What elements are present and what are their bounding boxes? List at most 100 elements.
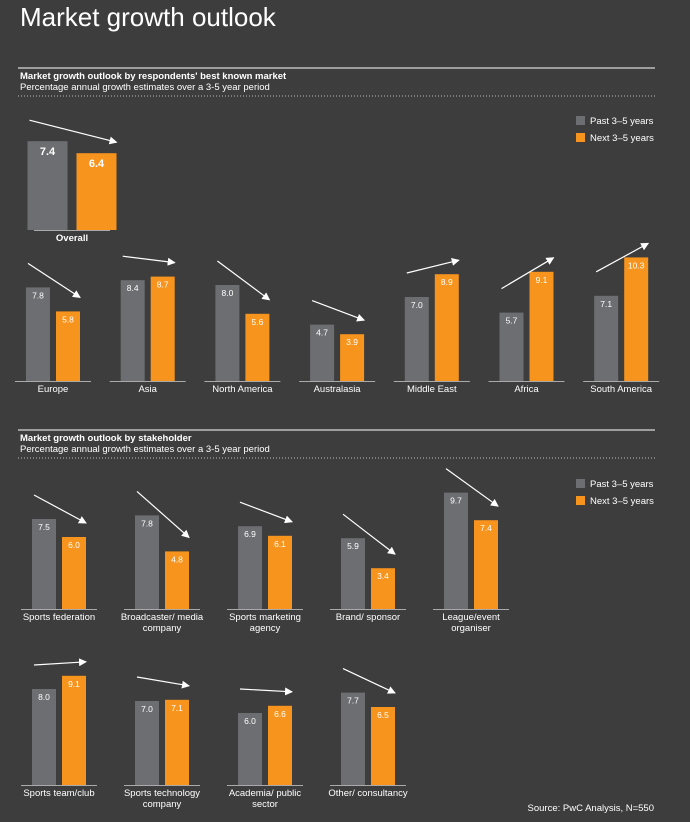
- value-label: 8.7: [157, 280, 169, 290]
- value-label: 9.1: [68, 679, 80, 689]
- category-label: Asia: [138, 384, 157, 395]
- section-title: Market growth outlook by respondents' be…: [20, 71, 287, 82]
- category-label: Academia/ public sector: [228, 788, 302, 810]
- trend-arrow: [27, 262, 81, 298]
- value-label: 6.4: [89, 158, 105, 170]
- trend-arrow: [501, 257, 555, 290]
- bar: [135, 701, 159, 785]
- value-label: 7.8: [141, 518, 153, 528]
- trend-arrow: [29, 119, 118, 145]
- legend-label: Next 3–5 years: [590, 496, 654, 507]
- bar: [238, 713, 262, 785]
- trend-arrow: [342, 513, 396, 555]
- value-label: 3.4: [377, 571, 389, 581]
- value-label: 6.9: [244, 529, 256, 539]
- value-label: 5.6: [251, 317, 263, 327]
- category-label: Australasia: [313, 384, 361, 395]
- bar: [310, 324, 335, 381]
- category-label: Europe: [37, 384, 69, 395]
- trend-arrow: [122, 255, 176, 266]
- value-label: 9.7: [450, 496, 462, 506]
- value-label: 7.0: [411, 300, 423, 310]
- legend-swatch: [576, 116, 585, 125]
- bar: [215, 285, 240, 381]
- section-subtitle: Percentage annual growth estimates over …: [20, 82, 270, 93]
- value-label: 6.6: [274, 709, 286, 719]
- bar: [27, 141, 68, 230]
- legend-swatch: [576, 479, 585, 488]
- value-label: 6.1: [274, 539, 286, 549]
- category-label: Sports marketing agency: [229, 612, 301, 634]
- bar: [444, 492, 468, 609]
- bar: [26, 287, 50, 381]
- bar: [474, 520, 498, 609]
- category-label: Sports team/club: [23, 788, 95, 799]
- bar: [499, 312, 524, 381]
- bar: [165, 551, 189, 609]
- trend-arrow: [239, 501, 293, 524]
- section-title: Market growth outlook by stakeholder: [20, 433, 192, 444]
- source: Source: PwC Analysis, N=550: [527, 803, 654, 814]
- value-label: 6.5: [377, 710, 389, 720]
- bar: [341, 538, 365, 609]
- value-label: 5.9: [347, 541, 359, 551]
- value-label: 4.7: [316, 328, 328, 338]
- trend-arrow: [445, 468, 499, 507]
- bar: [135, 515, 159, 609]
- value-label: 7.1: [600, 299, 612, 309]
- legend-label: Past 3–5 years: [590, 116, 654, 127]
- category-label: Other/ consultancy: [328, 788, 408, 799]
- legend-swatch: [576, 496, 585, 505]
- value-label: 4.8: [171, 554, 183, 564]
- bar: [165, 699, 189, 785]
- trend-arrow: [406, 257, 460, 274]
- category-label: League/event organiser: [442, 612, 500, 634]
- bar: [341, 692, 365, 785]
- category-label: Africa: [514, 384, 539, 395]
- bar: [120, 280, 145, 381]
- value-label: 7.5: [38, 522, 50, 532]
- bar: [371, 707, 395, 785]
- value-label: 5.7: [506, 316, 518, 326]
- bar: [268, 705, 292, 785]
- bar: [62, 537, 86, 609]
- value-label: 7.0: [141, 704, 153, 714]
- bar: [371, 568, 395, 609]
- bar: [32, 689, 56, 785]
- legend-swatch: [576, 133, 585, 142]
- value-label: 7.1: [171, 703, 183, 713]
- trend-arrow: [239, 687, 293, 696]
- trend-arrow: [311, 300, 366, 322]
- value-label: 8.0: [221, 288, 233, 298]
- trend-arrow: [33, 658, 87, 667]
- bar: [245, 313, 270, 381]
- bar: [268, 535, 292, 609]
- category-label: North America: [212, 384, 273, 395]
- bar: [76, 153, 117, 230]
- bar: [150, 276, 175, 381]
- value-label: 8.0: [38, 692, 50, 702]
- bar: [32, 519, 56, 609]
- bar: [62, 675, 86, 785]
- trend-arrow: [33, 494, 87, 524]
- value-label: 10.3: [628, 260, 645, 270]
- value-label: 7.4: [40, 146, 56, 158]
- value-label: 9.1: [536, 275, 548, 285]
- category-label: Broadcaster/ media company: [120, 612, 204, 634]
- value-label: 8.9: [441, 277, 453, 287]
- value-label: 6.0: [68, 540, 80, 550]
- page-title: Market growth outlook: [20, 2, 276, 32]
- bar: [434, 274, 459, 381]
- section-subtitle: Percentage annual growth estimates over …: [20, 444, 270, 455]
- trend-arrow: [136, 676, 190, 689]
- value-label: 7.4: [480, 523, 492, 533]
- value-label: 8.4: [127, 283, 139, 293]
- trend-arrow: [136, 490, 190, 539]
- value-label: 5.8: [62, 314, 74, 324]
- category-label: Middle East: [406, 384, 457, 395]
- legend-label: Next 3–5 years: [590, 133, 654, 144]
- category-label: Sports technology company: [123, 788, 201, 810]
- bar: [56, 311, 80, 381]
- value-label: 6.0: [244, 716, 256, 726]
